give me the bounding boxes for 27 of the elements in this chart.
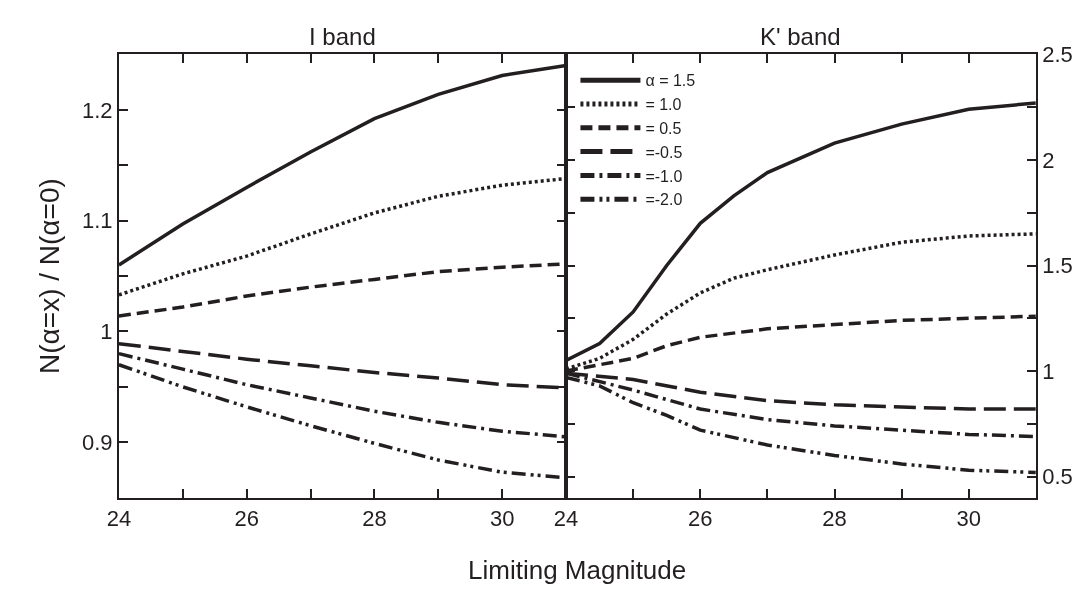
x-tick-label: 24 — [553, 506, 579, 532]
y-tick-label: 1.1 — [81, 208, 113, 234]
chart-title: K' band — [760, 23, 841, 50]
legend-label: = 1.0 — [645, 96, 682, 114]
y-tick-label: 1 — [1042, 358, 1055, 384]
y-tick-label: 2.5 — [1042, 42, 1073, 68]
legend-label: α = 1.5 — [645, 72, 696, 90]
x-tick-label: 28 — [822, 506, 847, 532]
y-tick-label: 0.5 — [1042, 464, 1073, 490]
x-axis-title: Limiting Magnitude — [468, 555, 687, 585]
x-tick-label: 30 — [489, 506, 515, 532]
x-tick-label: 28 — [362, 506, 387, 532]
x-tick-label: 26 — [234, 506, 259, 532]
y-tick-label: 1.2 — [81, 97, 113, 123]
y-tick-label: 1.5 — [1042, 253, 1073, 279]
x-tick-label: 26 — [688, 506, 713, 532]
y-axis-title: N(α=x) / N(α=0) — [34, 178, 66, 374]
y-tick-label: 0.9 — [81, 430, 113, 455]
legend-label: =-1.0 — [645, 167, 683, 185]
chart-title: I band — [309, 23, 376, 50]
y-tick-label: 1 — [100, 319, 113, 345]
x-tick-label: 30 — [956, 506, 981, 532]
y-tick-label: 2 — [1042, 147, 1055, 173]
x-tick-label: 24 — [106, 506, 132, 532]
legend-label: =-0.5 — [645, 143, 683, 161]
legend-label: = 0.5 — [645, 120, 682, 138]
legend-label: =-2.0 — [645, 191, 683, 209]
